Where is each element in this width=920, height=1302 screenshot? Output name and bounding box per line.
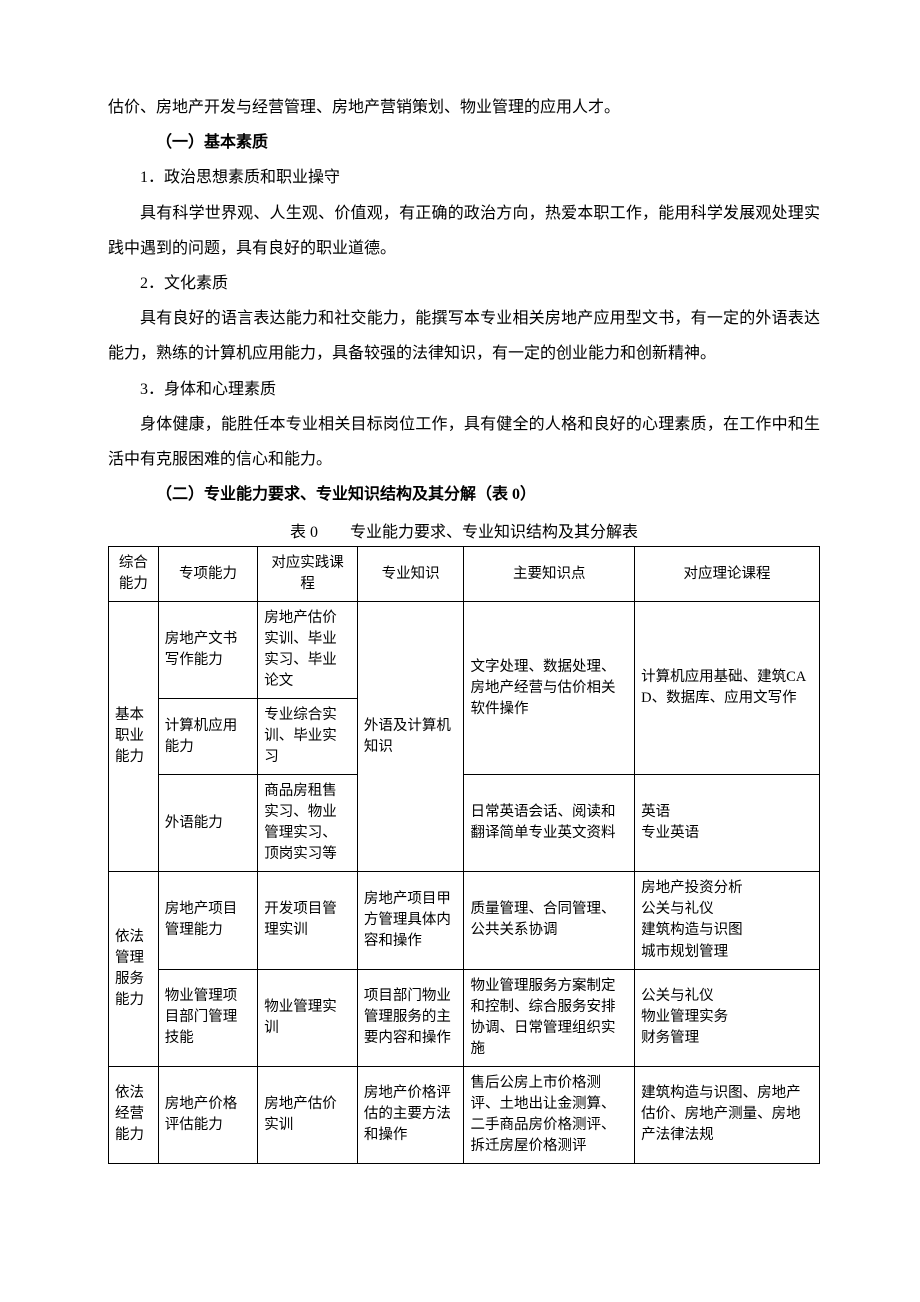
ability-table: 综合能力 专项能力 对应实践课程 专业知识 主要知识点 对应理论课程 基本职业能… [108,546,820,1163]
table-cell: 建筑构造与识图、房地产估价、房地产测量、房地产法律法规 [635,1066,820,1163]
table-cell: 物业管理服务方案制定和控制、综合服务安排协调、日常管理组织实施 [464,969,635,1066]
table-cell: 售后公房上市价格测评、土地出让金测算、二手商品房价格测评、拆迁房屋价格测评 [464,1066,635,1163]
body-paragraph: 3．身体和心理素质 [108,372,820,407]
table-cell: 房地产项目管理能力 [158,872,258,969]
table-header: 对应理论课程 [635,547,820,602]
table-cell: 日常英语会话、阅读和翻译简单专业英文资料 [464,775,635,872]
table-cell: 依法管理服务能力 [109,872,159,1066]
table-row: 依法经营能力 房地产价格评估能力 房地产估价实训 房地产价格评估的主要方法和操作… [109,1066,820,1163]
section-heading: （一）基本素质 [108,125,820,160]
table-header: 专业知识 [357,547,464,602]
table-row: 外语能力 商品房租售实习、物业管理实习、顶岗实习等 日常英语会话、阅读和翻译简单… [109,775,820,872]
body-paragraph: 身体健康，能胜任本专业相关目标岗位工作，具有健全的人格和良好的心理素质，在工作中… [108,407,820,477]
table-row: 物业管理项目部门管理技能 物业管理实训 项目部门物业管理服务的主要内容和操作 物… [109,969,820,1066]
table-cell: 开发项目管理实训 [258,872,358,969]
table-cell: 专业综合实训、毕业实习 [258,699,358,775]
table-cell: 商品房租售实习、物业管理实习、顶岗实习等 [258,775,358,872]
table-cell: 物业管理实训 [258,969,358,1066]
table-header: 对应实践课程 [258,547,358,602]
table-caption: 表 0 专业能力要求、专业知识结构及其分解表 [108,518,820,542]
body-paragraph: 估价、房地产开发与经营管理、房地产营销策划、物业管理的应用人才。 [108,90,820,125]
table-cell: 计算机应用基础、建筑CAD、数据库、应用文写作 [635,602,820,775]
table-cell: 项目部门物业管理服务的主要内容和操作 [357,969,464,1066]
table-row: 依法管理服务能力 房地产项目管理能力 开发项目管理实训 房地产项目甲方管理具体内… [109,872,820,969]
section-heading: （二）专业能力要求、专业知识结构及其分解（表 0） [108,477,820,512]
table-cell: 依法经营能力 [109,1066,159,1163]
body-paragraph: 具有良好的语言表达能力和社交能力，能撰写本专业相关房地产应用型文书，有一定的外语… [108,301,820,371]
table-cell: 房地产价格评估的主要方法和操作 [357,1066,464,1163]
table-cell: 公关与礼仪物业管理实务财务管理 [635,969,820,1066]
table-cell: 外语能力 [158,775,258,872]
body-paragraph: 2．文化素质 [108,266,820,301]
table-row: 基本职业能力 房地产文书写作能力 房地产估价实训、毕业实习、毕业论文 外语及计算… [109,602,820,699]
table-cell: 物业管理项目部门管理技能 [158,969,258,1066]
table-cell: 英语专业英语 [635,775,820,872]
table-cell: 房地产价格评估能力 [158,1066,258,1163]
table-header: 主要知识点 [464,547,635,602]
table-cell: 外语及计算机知识 [357,602,464,872]
table-cell: 房地产投资分析公关与礼仪建筑构造与识图城市规划管理 [635,872,820,969]
table-cell: 质量管理、合同管理、公共关系协调 [464,872,635,969]
document-page: 估价、房地产开发与经营管理、房地产营销策划、物业管理的应用人才。 （一）基本素质… [0,0,920,1224]
table-cell: 房地产文书写作能力 [158,602,258,699]
body-paragraph: 具有科学世界观、人生观、价值观，有正确的政治方向，热爱本职工作，能用科学发展观处… [108,196,820,266]
table-cell: 房地产估价实训、毕业实习、毕业论文 [258,602,358,699]
body-paragraph: 1．政治思想素质和职业操守 [108,160,820,195]
table-header: 专项能力 [158,547,258,602]
table-cell: 房地产项目甲方管理具体内容和操作 [357,872,464,969]
table-cell: 计算机应用能力 [158,699,258,775]
table-cell: 基本职业能力 [109,602,159,872]
table-cell: 房地产估价实训 [258,1066,358,1163]
table-cell: 文字处理、数据处理、房地产经营与估价相关软件操作 [464,602,635,775]
table-header: 综合能力 [109,547,159,602]
table-header-row: 综合能力 专项能力 对应实践课程 专业知识 主要知识点 对应理论课程 [109,547,820,602]
